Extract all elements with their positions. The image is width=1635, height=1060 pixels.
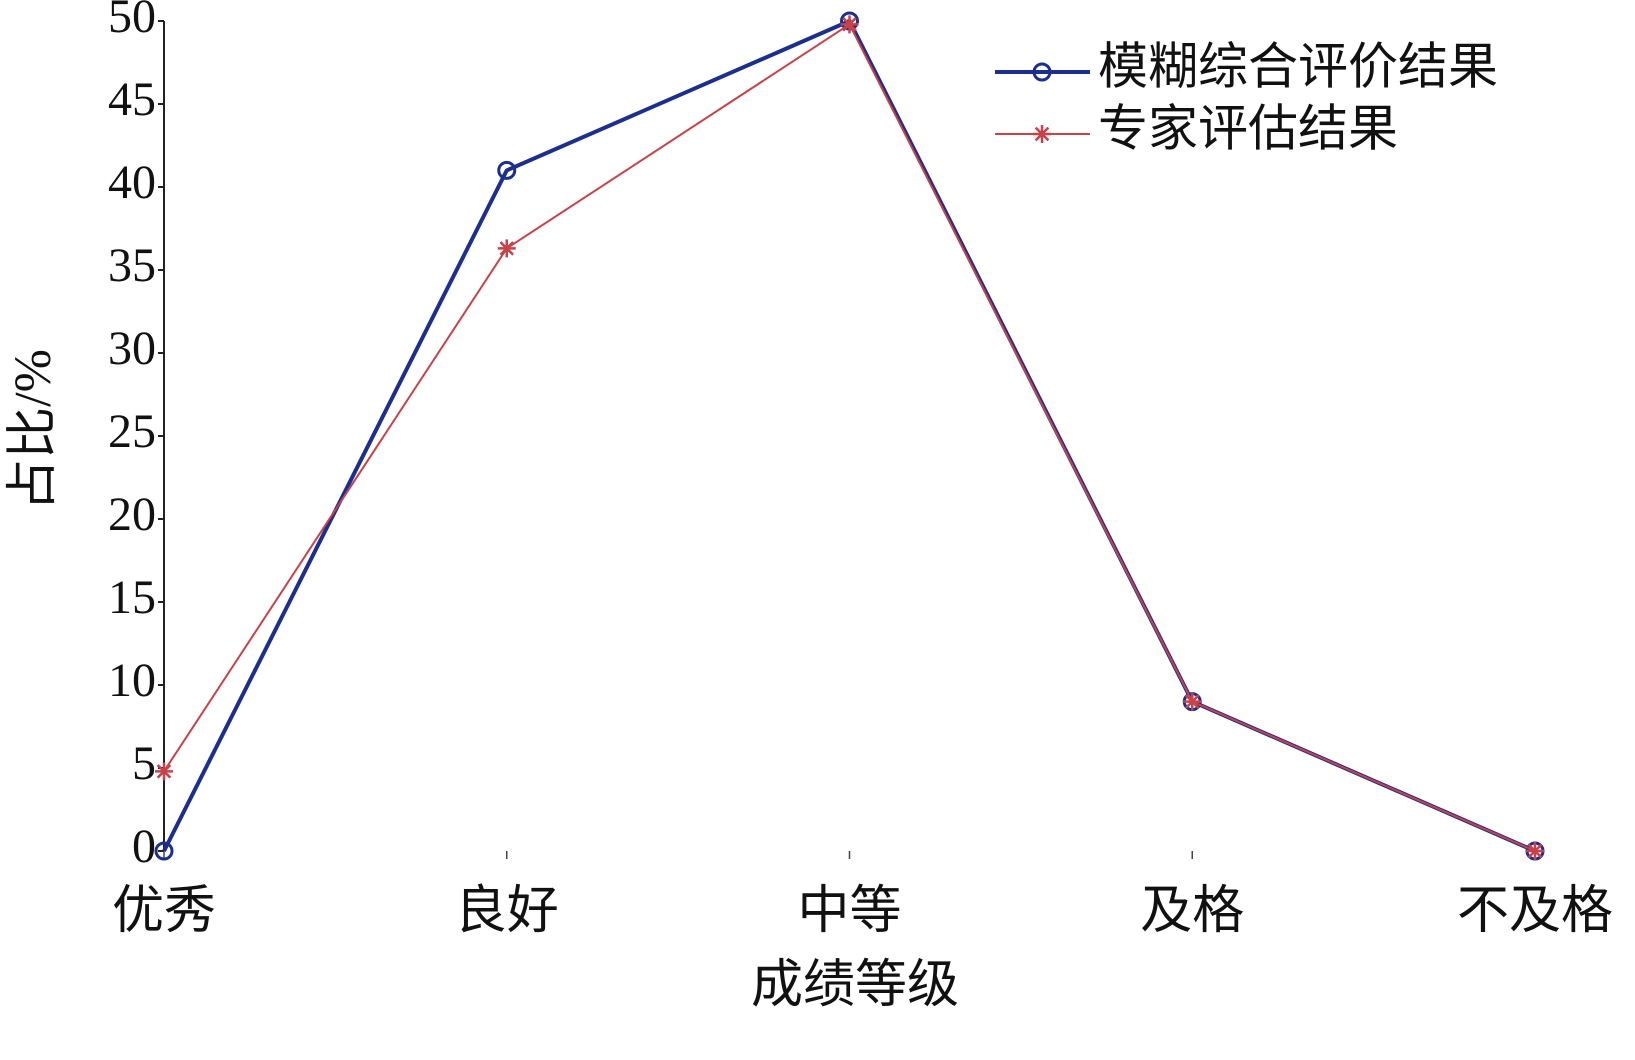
- y-tick-label: 5: [132, 737, 156, 790]
- y-tick-label: 45: [108, 73, 156, 126]
- x-axis-label: 成绩等级: [751, 957, 959, 1014]
- x-tick-label: 及格: [1140, 883, 1244, 940]
- x-tick-label: 优秀: [112, 883, 216, 940]
- marker: [497, 160, 517, 180]
- marker: [1032, 62, 1052, 82]
- y-tick-label: 30: [108, 322, 156, 375]
- marker: [154, 841, 174, 861]
- y-tick-label: 10: [108, 654, 156, 707]
- marker: [1526, 842, 1544, 860]
- x-tick-label: 中等: [797, 883, 901, 940]
- y-tick-label: 50: [108, 0, 156, 43]
- y-axis-label: 占比/%: [5, 349, 62, 511]
- y-tick-label: 20: [108, 488, 156, 541]
- y-tick-label: 15: [108, 571, 156, 624]
- marker: [840, 15, 859, 34]
- y-tick-label: 35: [108, 239, 156, 292]
- y-tick-label: 40: [108, 156, 156, 209]
- marker: [1033, 125, 1051, 143]
- x-tick-label: 良好: [455, 883, 559, 940]
- marker: [497, 239, 516, 258]
- marker: [155, 762, 173, 781]
- y-tick-label: 0: [132, 820, 156, 873]
- marker: [1183, 692, 1202, 711]
- legend-label: 模糊综合评价结果: [1098, 38, 1498, 94]
- x-tick-label: 不及格: [1457, 883, 1613, 940]
- legend-label: 专家评估结果: [1098, 100, 1398, 156]
- y-tick-label: 25: [108, 405, 156, 458]
